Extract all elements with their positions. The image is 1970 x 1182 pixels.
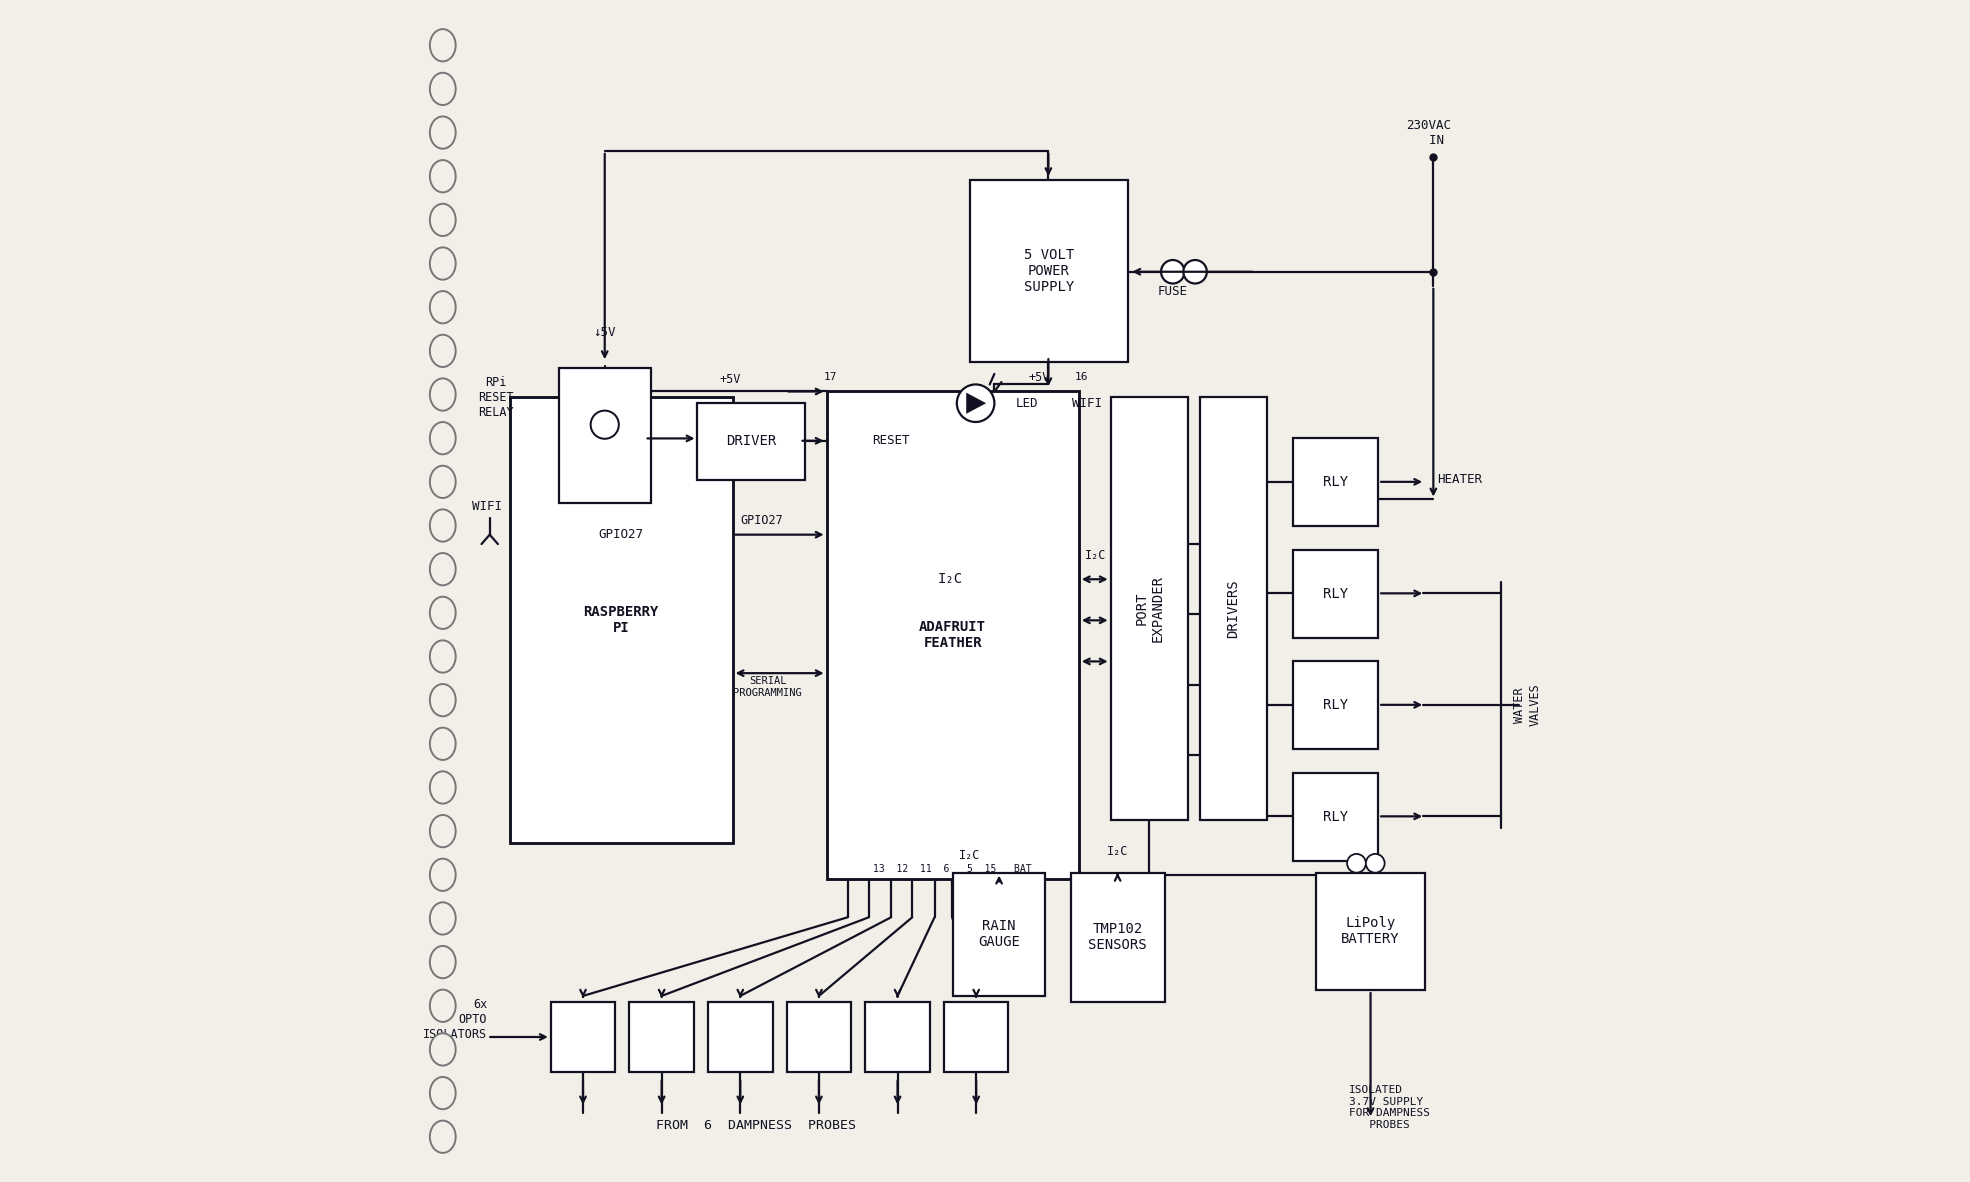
Text: WIFI: WIFI	[473, 500, 502, 513]
Text: ↓5V: ↓5V	[593, 326, 617, 339]
Text: DRIVERS: DRIVERS	[1225, 579, 1241, 638]
Text: 5 VOLT
POWER
SUPPLY: 5 VOLT POWER SUPPLY	[1024, 248, 1074, 294]
Text: 6x
OPTO
ISOLATORS: 6x OPTO ISOLATORS	[424, 998, 487, 1041]
FancyBboxPatch shape	[628, 1002, 693, 1072]
Text: ADAFRUIT
FEATHER: ADAFRUIT FEATHER	[920, 619, 987, 650]
Ellipse shape	[429, 466, 455, 498]
Text: PORT
EXPANDER: PORT EXPANDER	[1135, 576, 1164, 642]
Ellipse shape	[429, 30, 455, 61]
FancyBboxPatch shape	[865, 1002, 930, 1072]
Circle shape	[1184, 260, 1208, 284]
Circle shape	[1160, 260, 1184, 284]
Text: +5V: +5V	[1028, 371, 1050, 384]
Ellipse shape	[429, 684, 455, 716]
Ellipse shape	[429, 291, 455, 324]
Text: WATER
VALVES: WATER VALVES	[1513, 683, 1541, 726]
Text: RLY: RLY	[1322, 475, 1347, 489]
FancyBboxPatch shape	[969, 180, 1129, 362]
FancyBboxPatch shape	[786, 1002, 851, 1072]
Text: SERIAL
PROGRAMMING: SERIAL PROGRAMMING	[733, 676, 802, 699]
FancyBboxPatch shape	[1292, 550, 1379, 638]
Ellipse shape	[429, 641, 455, 673]
Text: 17: 17	[823, 372, 837, 383]
Ellipse shape	[429, 728, 455, 760]
Text: RESET: RESET	[873, 434, 910, 447]
Ellipse shape	[429, 117, 455, 149]
Text: I₂C: I₂C	[1085, 550, 1105, 563]
FancyBboxPatch shape	[1070, 872, 1164, 1002]
Ellipse shape	[429, 1121, 455, 1152]
Text: LED: LED	[1015, 397, 1038, 410]
FancyBboxPatch shape	[1292, 662, 1379, 749]
Ellipse shape	[429, 160, 455, 193]
Text: RLY: RLY	[1322, 699, 1347, 713]
FancyBboxPatch shape	[1200, 397, 1267, 820]
FancyBboxPatch shape	[559, 368, 650, 504]
Text: 16: 16	[1074, 372, 1087, 383]
Ellipse shape	[429, 553, 455, 585]
Text: HEATER: HEATER	[1436, 473, 1481, 486]
FancyBboxPatch shape	[552, 1002, 615, 1072]
Text: FROM  6  DAMPNESS  PROBES: FROM 6 DAMPNESS PROBES	[656, 1118, 857, 1131]
Ellipse shape	[429, 816, 455, 847]
Text: I₂C: I₂C	[959, 849, 981, 862]
Ellipse shape	[429, 858, 455, 891]
Ellipse shape	[429, 335, 455, 366]
Ellipse shape	[429, 597, 455, 629]
Text: GPIO27: GPIO27	[599, 528, 644, 541]
FancyBboxPatch shape	[510, 397, 733, 843]
FancyBboxPatch shape	[697, 403, 806, 480]
Text: RLY: RLY	[1322, 587, 1347, 600]
Ellipse shape	[429, 247, 455, 280]
Text: 13  12  11  6   5  15   BAT: 13 12 11 6 5 15 BAT	[873, 864, 1032, 875]
Ellipse shape	[429, 772, 455, 804]
Polygon shape	[965, 392, 987, 414]
FancyBboxPatch shape	[944, 1002, 1009, 1072]
Text: RLY: RLY	[1322, 810, 1347, 824]
Circle shape	[1347, 853, 1365, 872]
Ellipse shape	[429, 1033, 455, 1065]
Text: FUSE: FUSE	[1158, 285, 1188, 298]
Text: I₂C: I₂C	[1107, 845, 1129, 858]
Text: LiPoly
BATTERY: LiPoly BATTERY	[1342, 916, 1401, 947]
Text: ISOLATED
3.7V SUPPLY
FOR DAMPNESS
   PROBES: ISOLATED 3.7V SUPPLY FOR DAMPNESS PROBES	[1349, 1085, 1430, 1130]
Ellipse shape	[429, 73, 455, 105]
Text: TMP102
SENSORS: TMP102 SENSORS	[1087, 922, 1147, 953]
Ellipse shape	[429, 203, 455, 236]
Circle shape	[591, 410, 619, 439]
Ellipse shape	[429, 902, 455, 935]
FancyBboxPatch shape	[1292, 773, 1379, 860]
FancyBboxPatch shape	[953, 872, 1044, 996]
Text: RAIN
GAUGE: RAIN GAUGE	[979, 920, 1020, 949]
Ellipse shape	[429, 378, 455, 410]
Circle shape	[957, 384, 995, 422]
Text: 230VAC
  IN: 230VAC IN	[1407, 119, 1452, 148]
Ellipse shape	[429, 989, 455, 1022]
FancyBboxPatch shape	[827, 391, 1080, 878]
Ellipse shape	[429, 422, 455, 454]
Circle shape	[1365, 853, 1385, 872]
Ellipse shape	[429, 509, 455, 541]
Text: +5V: +5V	[719, 374, 741, 387]
Text: GPIO27: GPIO27	[741, 514, 784, 527]
Text: DRIVER: DRIVER	[727, 434, 776, 448]
Ellipse shape	[429, 1077, 455, 1109]
Text: I₂C: I₂C	[938, 572, 963, 586]
Text: WIFI: WIFI	[1072, 397, 1101, 410]
FancyBboxPatch shape	[1316, 872, 1424, 991]
Ellipse shape	[429, 946, 455, 979]
Text: RASPBERRY
PI: RASPBERRY PI	[583, 605, 658, 636]
FancyBboxPatch shape	[1111, 397, 1188, 820]
FancyBboxPatch shape	[1292, 439, 1379, 526]
Text: RPi
RESET
RELAY: RPi RESET RELAY	[479, 376, 514, 418]
FancyBboxPatch shape	[707, 1002, 772, 1072]
